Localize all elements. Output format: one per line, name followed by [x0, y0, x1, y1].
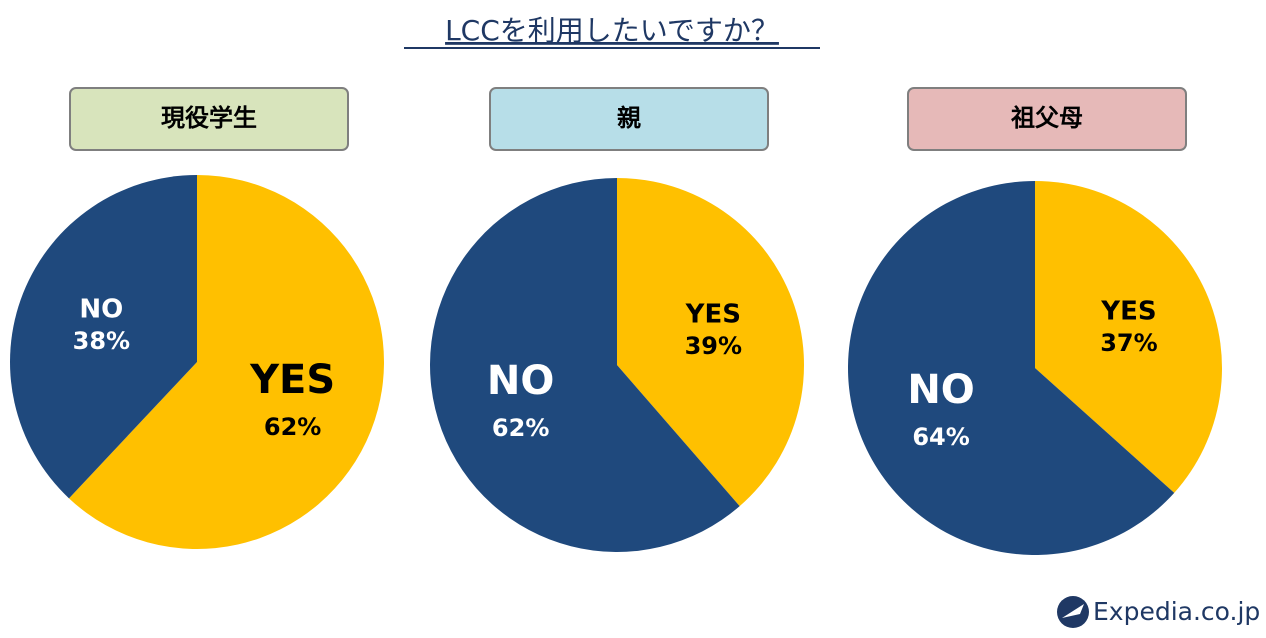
pie-slice — [848, 181, 1175, 555]
pie-slice — [1035, 180, 1223, 493]
header-label: 親 — [617, 104, 641, 132]
value-label: 37% — [1100, 329, 1157, 357]
slice-label: NO — [487, 358, 554, 404]
logo-plane — [1062, 604, 1084, 618]
header-box — [907, 87, 1187, 151]
header-label: 祖父母 — [1011, 104, 1083, 132]
chart-title: LCCを利用したいですか？ — [445, 14, 779, 47]
value-label: 62% — [492, 414, 549, 442]
value-label: 38% — [73, 327, 130, 355]
slice-label: NO — [907, 367, 974, 413]
header-box — [489, 87, 769, 151]
header-label: 現役学生 — [161, 104, 257, 132]
pie-slice — [429, 178, 740, 552]
slice-label: YES — [249, 357, 335, 403]
slice-label: NO — [79, 295, 123, 325]
pie-slice — [10, 175, 198, 499]
pie-slice — [617, 178, 804, 507]
value-label: 39% — [685, 332, 742, 360]
logo: Expedia.co.jp — [1057, 596, 1260, 628]
slice-label: YES — [685, 299, 741, 329]
pie-slice — [68, 175, 385, 549]
header-box — [69, 87, 349, 151]
logo-text: Expedia.co.jp — [1093, 597, 1260, 626]
slice-label: YES — [1100, 297, 1156, 327]
value-label: 64% — [912, 423, 969, 451]
value-label: 62% — [264, 413, 321, 441]
